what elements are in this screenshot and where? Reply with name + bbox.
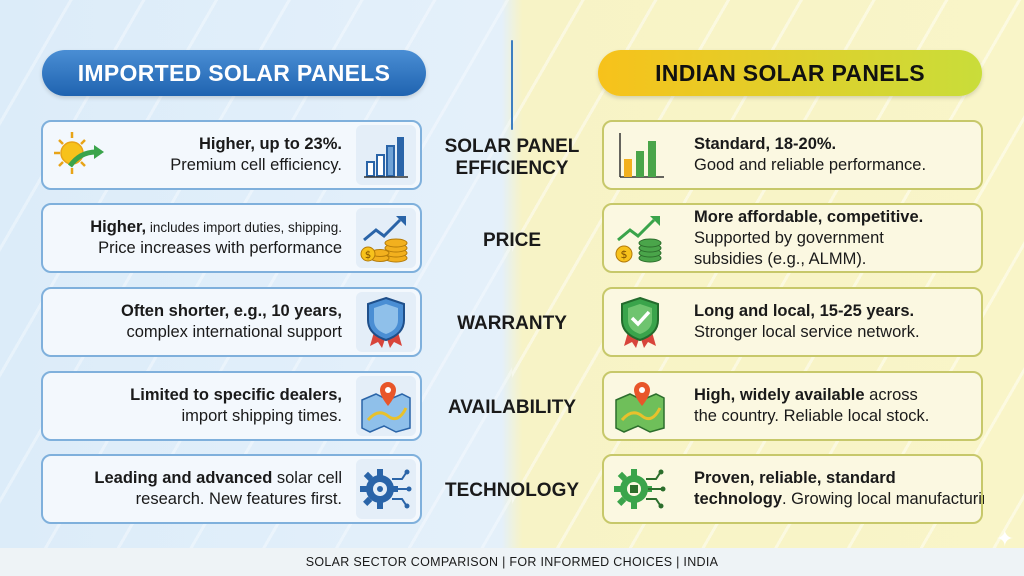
imported-warranty-bold: Often shorter, bbox=[120, 302, 230, 320]
header-imported: IMPORTED SOLAR PANELS bbox=[42, 50, 426, 96]
indian-warranty-card: Long and local, 15-25 years. Stronger lo… bbox=[602, 287, 983, 357]
imported-price-rest: includes import duties, shipping. bbox=[146, 220, 342, 235]
svg-text:$: $ bbox=[365, 250, 371, 261]
indian-availability-rest: across bbox=[864, 386, 918, 404]
header-indian: INDIAN SOLAR PANELS bbox=[598, 50, 982, 96]
imported-availability-line2: import shipping times. bbox=[181, 407, 342, 425]
category-price: PRICE bbox=[482, 230, 542, 251]
imported-price-line2: Price increases with performance bbox=[98, 239, 342, 257]
sparkle-icon: ✦ bbox=[995, 526, 1014, 551]
indian-technology-bold: Proven, reliable, standard bbox=[694, 469, 896, 487]
gear-circuit-icon bbox=[356, 459, 416, 519]
coins-growth-icon: $ bbox=[610, 208, 670, 268]
indian-technology-line2-bold: technology bbox=[694, 490, 783, 508]
imported-efficiency-bold: Higher, up to 23%. bbox=[198, 135, 342, 153]
indian-availability-line2: the country. Reliable local stock. bbox=[694, 407, 930, 425]
indian-technology-line2: . Growing local manufacturin bbox=[782, 490, 984, 508]
map-pin-icon bbox=[356, 376, 416, 436]
imported-efficiency-card: Higher, up to 23%. Premium cell efficien… bbox=[41, 120, 422, 190]
category-technology: TECHNOLOGY bbox=[444, 480, 580, 501]
imported-technology-line2: research. New features first. bbox=[135, 490, 342, 508]
indian-warranty-bold: Long and local, 15-25 years. bbox=[694, 302, 915, 320]
imported-technology-rest: solar cell bbox=[272, 469, 342, 487]
category-availability: AVAILABILITY bbox=[447, 397, 577, 418]
category-warranty: WARRANTY bbox=[457, 313, 567, 334]
shield-ribbon-icon bbox=[356, 292, 416, 352]
footer-caption: SOLAR SECTOR COMPARISON | FOR INFORMED C… bbox=[0, 548, 1024, 576]
shield-check-icon bbox=[610, 292, 670, 352]
indian-price-card: $ More affordable, competitive. Supporte… bbox=[602, 203, 983, 273]
map-pin-icon bbox=[610, 376, 670, 436]
imported-availability-card: Limited to specific dealers, import ship… bbox=[41, 371, 422, 441]
center-divider bbox=[511, 40, 513, 130]
indian-availability-card: High, widely available across the countr… bbox=[602, 371, 983, 441]
gear-circuit-icon bbox=[610, 459, 670, 519]
indian-efficiency-card: Standard, 18-20%. Good and reliable perf… bbox=[602, 120, 983, 190]
indian-technology-card: Proven, reliable, standard technology. G… bbox=[602, 454, 984, 524]
imported-efficiency-line2: Premium cell efficiency. bbox=[170, 156, 342, 174]
category-efficiency: SOLAR PANEL EFFICIENCY bbox=[430, 136, 594, 180]
indian-warranty-line2: Stronger local service network. bbox=[694, 323, 920, 341]
indian-efficiency-bold: Standard, 18-20%. bbox=[694, 135, 837, 153]
imported-price-bold: Higher, bbox=[90, 218, 147, 236]
category-efficiency-line1: SOLAR PANEL bbox=[444, 136, 580, 157]
coins-growth-icon: $ bbox=[356, 208, 416, 268]
indian-price-line2: Supported by government bbox=[694, 228, 884, 247]
imported-technology-bold: Leading and advanced bbox=[94, 469, 273, 487]
indian-price-line3: subsidies (e.g., ALMM). bbox=[694, 249, 867, 268]
indian-availability-bold: High, widely available bbox=[694, 386, 865, 404]
indian-efficiency-line2: Good and reliable performance. bbox=[694, 156, 927, 174]
sun-arrow-icon bbox=[49, 125, 109, 185]
bar-chart-icon bbox=[356, 125, 416, 185]
category-efficiency-line2: EFFICIENCY bbox=[455, 158, 569, 179]
imported-warranty-card: Often shorter, e.g., 10 years, complex i… bbox=[41, 287, 422, 357]
imported-warranty-line2: complex international support bbox=[126, 323, 342, 341]
indian-price-bold: More affordable, competitive. bbox=[694, 207, 924, 226]
imported-technology-card: Leading and advanced solar cell research… bbox=[41, 454, 422, 524]
imported-availability-bold: Limited to specific dealers, bbox=[130, 386, 342, 404]
svg-text:$: $ bbox=[621, 248, 628, 261]
imported-warranty-rest: e.g., 10 years, bbox=[229, 302, 342, 320]
bar-chart-icon bbox=[610, 125, 670, 185]
imported-price-card: Higher, includes import duties, shipping… bbox=[41, 203, 422, 273]
